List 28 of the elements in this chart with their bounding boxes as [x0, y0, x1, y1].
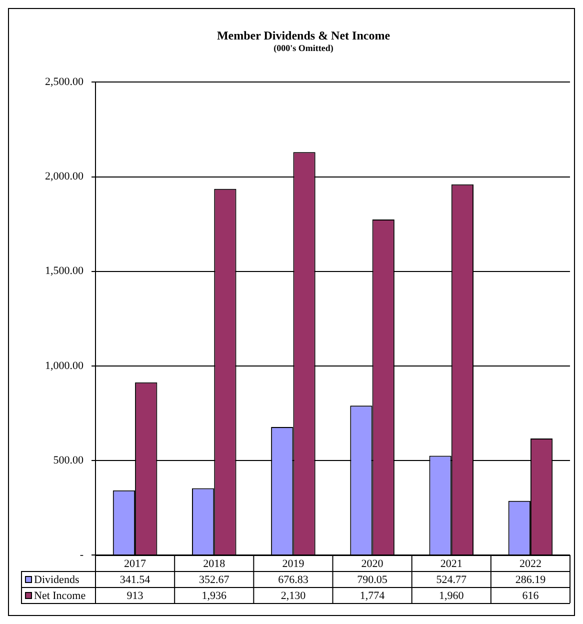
y-tick-label: -: [80, 548, 84, 561]
x-tick-label: 2019: [282, 558, 305, 570]
y-tick-label: 2,000.00: [45, 170, 84, 183]
data-label: 616: [522, 590, 540, 602]
data-label: 913: [126, 590, 144, 602]
x-tick-label: 2018: [203, 558, 226, 570]
y-tick-label: 500.00: [53, 454, 84, 466]
data-label: 524.77: [436, 574, 467, 586]
x-tick-label: 2022: [519, 558, 542, 570]
legend-label: Net Income: [34, 590, 86, 602]
data-label: 676.83: [278, 574, 309, 586]
x-tick-label: 2020: [361, 558, 384, 570]
x-tick-label: 2017: [124, 558, 147, 570]
data-label: 1,774: [360, 590, 386, 602]
y-tick-label: 1,500.00: [45, 265, 84, 278]
legend-label: Dividends: [34, 574, 80, 586]
data-label: 1,936: [202, 590, 227, 602]
data-label: 2,130: [280, 590, 306, 602]
chart-title: Member Dividends & Net Income: [216, 28, 391, 42]
x-tick-label: 2021: [440, 558, 462, 570]
y-tick-label: 2,500.00: [45, 76, 84, 88]
data-label: 352.67: [199, 574, 230, 586]
data-label: 790.05: [357, 574, 388, 586]
chart-subtitle: (000's Omitted): [274, 43, 334, 54]
data-label: 286.19: [515, 574, 546, 586]
data-label: 341.54: [120, 574, 151, 586]
y-tick-label: 1,000.00: [45, 360, 84, 372]
data-label: 1,960: [439, 590, 464, 602]
